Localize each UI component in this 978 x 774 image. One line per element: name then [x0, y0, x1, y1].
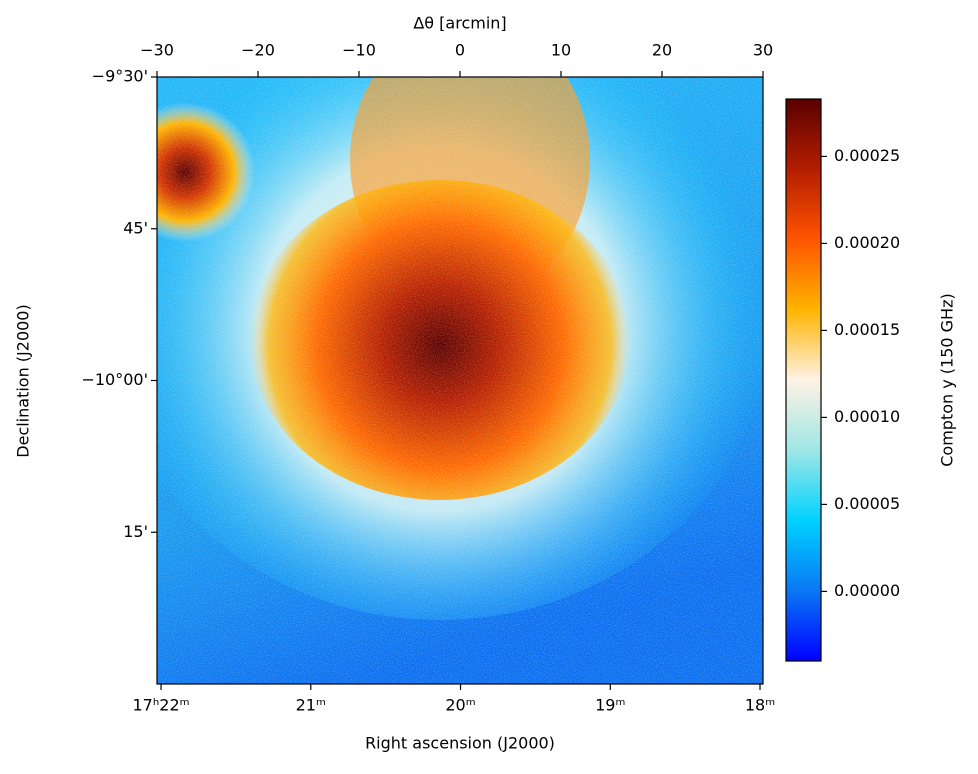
x-tick-label: 18ᵐ	[745, 696, 775, 715]
y-tick-label: 15'	[123, 522, 148, 541]
x-tick-label: 20ᵐ	[445, 696, 475, 715]
top-tick-label: 20	[652, 41, 672, 60]
sky-image	[157, 77, 763, 684]
y-tick-label: −10°00'	[81, 370, 148, 389]
x-tick-label: 21ᵐ	[296, 696, 326, 715]
top-tick-label: 30	[753, 41, 773, 60]
colorbar-tick-label: 0.00015	[834, 320, 900, 339]
top-tick-label: 10	[551, 41, 571, 60]
colorbar	[785, 98, 822, 662]
top-tick-label: 0	[455, 41, 465, 60]
colorbar-tick-label: 0.00025	[834, 146, 900, 165]
top-tick-label: −20	[241, 41, 275, 60]
x-axis-label: Right ascension (J2000)	[365, 734, 555, 753]
top-tick-label: −30	[140, 41, 174, 60]
top-tick-label: −10	[342, 41, 376, 60]
y-tick-label: −9°30'	[92, 67, 148, 86]
colorbar-tick-label: 0.00005	[834, 494, 900, 513]
y-axis-label: Declination (J2000)	[14, 304, 33, 457]
x-tick-label: 19ᵐ	[595, 696, 625, 715]
top-axis-label: Δθ [arcmin]	[413, 14, 506, 33]
x-tick-label: 17ʰ22ᵐ	[132, 696, 189, 715]
colorbar-label: Compton y (150 GHz)	[938, 293, 957, 466]
colorbar-tick-label: 0.00020	[834, 233, 900, 252]
colorbar-tick-label: 0.00010	[834, 407, 900, 426]
colorbar-tick-label: 0.00000	[834, 581, 900, 600]
y-tick-label: 45'	[123, 218, 148, 237]
